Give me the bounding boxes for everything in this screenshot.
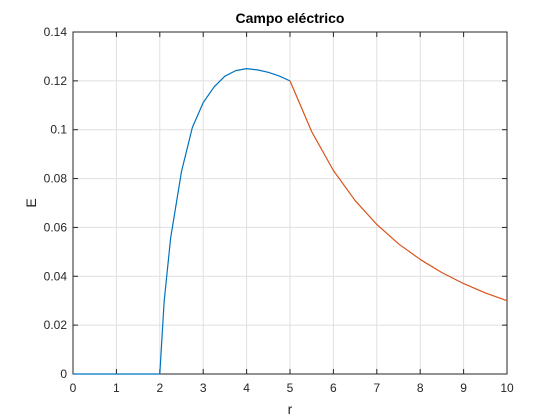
y-tick-label: 0.12	[44, 74, 68, 88]
x-axis-label: r	[288, 401, 293, 417]
chart-title: Campo eléctrico	[236, 10, 345, 26]
x-tick-label: 1	[113, 381, 120, 395]
y-tick-label: 0.14	[44, 25, 68, 39]
tick-labels: 0 1 2 3 4 5 6 7 8 9 10 0 0.02 0.04 0.06 0.08 0.1 0.12 0.14	[44, 25, 514, 395]
x-tick-label: 5	[287, 381, 294, 395]
x-tick-label: 3	[200, 381, 207, 395]
x-tick-label: 7	[373, 381, 380, 395]
y-tick-label: 0.06	[44, 220, 68, 234]
y-axis-label: E	[23, 198, 39, 207]
axes	[72, 31, 508, 375]
y-tick-label: 0.08	[44, 172, 68, 186]
y-tick-label: 0.1	[50, 123, 67, 137]
x-tick-label: 4	[243, 381, 250, 395]
series-line-2	[289, 80, 508, 302]
y-tick-label: 0	[60, 367, 67, 381]
x-tick-label: 10	[500, 381, 514, 395]
y-tick-label: 0.04	[44, 269, 68, 283]
x-tick-label: 2	[156, 381, 163, 395]
series-lines	[73, 68, 508, 375]
x-tick-label: 8	[417, 381, 424, 395]
x-tick-label: 9	[460, 381, 467, 395]
y-tick-label: 0.02	[44, 318, 68, 332]
x-tick-label: 0	[70, 381, 77, 395]
x-tick-label: 6	[330, 381, 337, 395]
series-line-1	[73, 68, 291, 375]
grid	[72, 31, 508, 375]
